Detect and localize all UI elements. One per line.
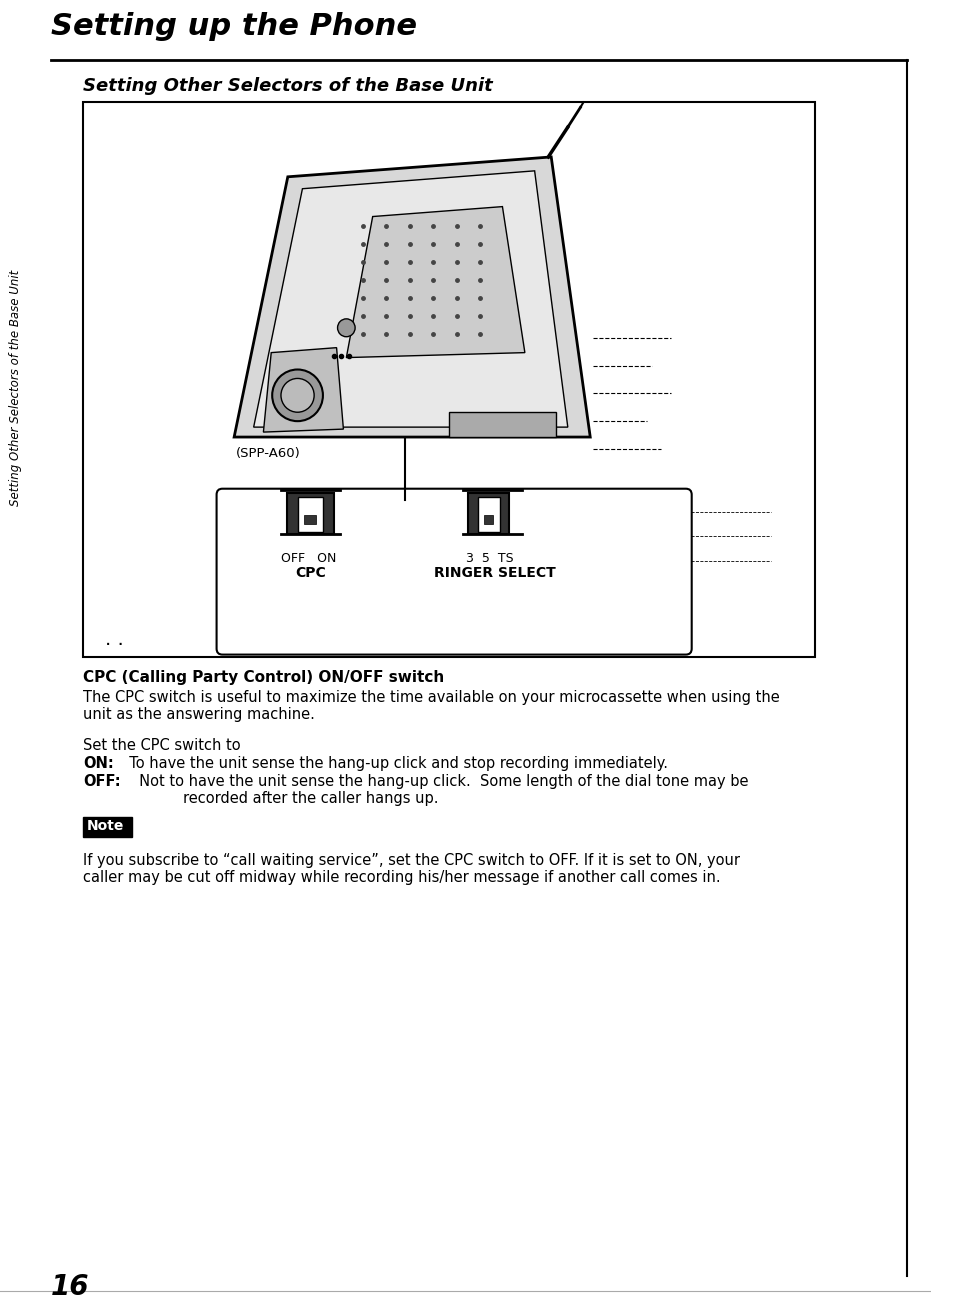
Bar	[483, 515, 492, 524]
Text: recorded after the caller hangs up.: recorded after the caller hangs up.	[146, 791, 438, 805]
Text: RINGER SELECT: RINGER SELECT	[434, 566, 555, 580]
Text: The CPC switch is useful to maximize the time available on your microcassette wh: The CPC switch is useful to maximize the…	[83, 690, 779, 706]
Polygon shape	[233, 157, 590, 437]
Circle shape	[337, 319, 355, 337]
FancyBboxPatch shape	[216, 489, 691, 655]
Bar	[83, 102, 814, 656]
Text: (SPP-A60): (SPP-A60)	[235, 447, 300, 460]
Bar	[468, 493, 509, 535]
Text: Setting up the Phone: Setting up the Phone	[51, 12, 416, 41]
Text: ON:: ON:	[83, 755, 113, 771]
Text: Setting Other Selectors of the Base Unit: Setting Other Selectors of the Base Unit	[83, 77, 492, 95]
Polygon shape	[448, 412, 556, 437]
Polygon shape	[346, 207, 524, 358]
Text: If you subscribe to “call waiting service”, set the CPC switch to OFF. If it is : If you subscribe to “call waiting servic…	[83, 853, 740, 868]
Text: · ·: · ·	[105, 635, 124, 655]
Text: 16: 16	[51, 1273, 90, 1302]
Text: CPC: CPC	[294, 566, 325, 580]
Bar	[0, 0, 930, 58]
Text: Not to have the unit sense the hang-up click.  Some length of the dial tone may : Not to have the unit sense the hang-up c…	[130, 774, 747, 789]
Text: 3  5  TS: 3 5 TS	[466, 553, 514, 566]
Text: caller may be cut off midway while recording his/her message if another call com: caller may be cut off midway while recor…	[83, 870, 720, 885]
Text: OFF   ON: OFF ON	[281, 553, 336, 566]
Text: Setting Other Selectors of the Base Unit: Setting Other Selectors of the Base Unit	[10, 269, 22, 506]
Circle shape	[272, 370, 322, 421]
Bar	[83, 817, 132, 838]
Polygon shape	[263, 348, 343, 433]
Bar	[304, 515, 315, 524]
Bar	[287, 493, 334, 535]
Bar	[297, 497, 322, 532]
Text: CPC (Calling Party Control) ON/OFF switch: CPC (Calling Party Control) ON/OFF switc…	[83, 670, 444, 685]
Text: Note: Note	[87, 819, 124, 834]
Polygon shape	[253, 171, 567, 427]
Text: Set the CPC switch to: Set the CPC switch to	[83, 738, 240, 753]
Text: OFF:: OFF:	[83, 774, 120, 789]
Circle shape	[281, 379, 314, 412]
Bar	[477, 497, 499, 532]
Text: To have the unit sense the hang-up click and stop recording immediately.: To have the unit sense the hang-up click…	[120, 755, 667, 771]
Text: unit as the answering machine.: unit as the answering machine.	[83, 707, 314, 723]
